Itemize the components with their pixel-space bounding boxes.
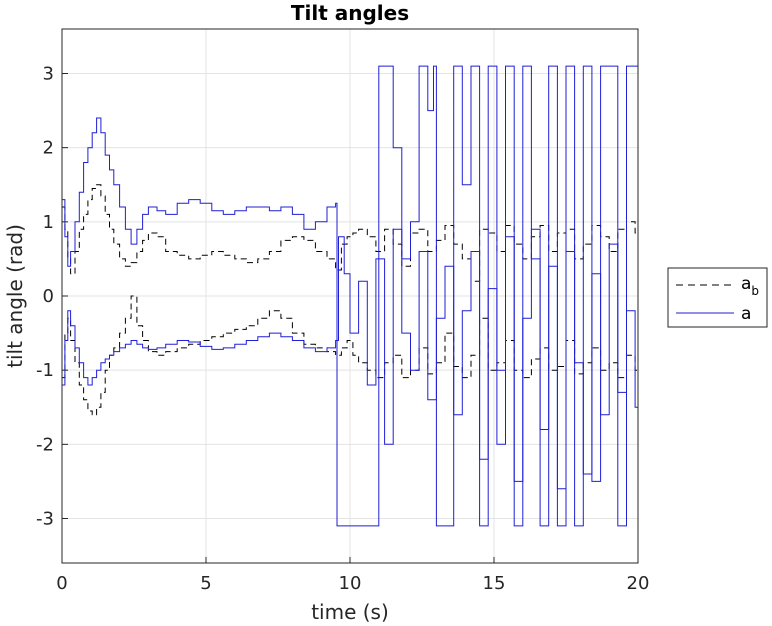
legend-label-ab-main: a [741, 274, 751, 294]
y-tick-label: -1 [36, 360, 54, 381]
x-tick-label: 20 [627, 573, 650, 594]
chart-title: Tilt angles [291, 1, 409, 25]
y-tick-label: 0 [43, 286, 54, 307]
y-tick-label: -3 [36, 509, 54, 530]
y-tick-label: -2 [36, 434, 54, 455]
y-tick-label: 1 [43, 212, 54, 233]
legend-label-a: a [741, 304, 751, 324]
y-axis-label: tilt angle (rad) [3, 224, 27, 368]
y-tick-label: 2 [43, 138, 54, 159]
y-tick-label: 3 [43, 64, 54, 85]
x-tick-label: 0 [56, 573, 67, 594]
x-axis-label: time (s) [311, 600, 389, 624]
x-tick-label: 15 [483, 573, 506, 594]
legend-label-ab-subscript: b [751, 284, 759, 298]
x-tick-label: 5 [200, 573, 211, 594]
legend: ab a [668, 268, 767, 327]
x-tick-label: 10 [339, 573, 362, 594]
